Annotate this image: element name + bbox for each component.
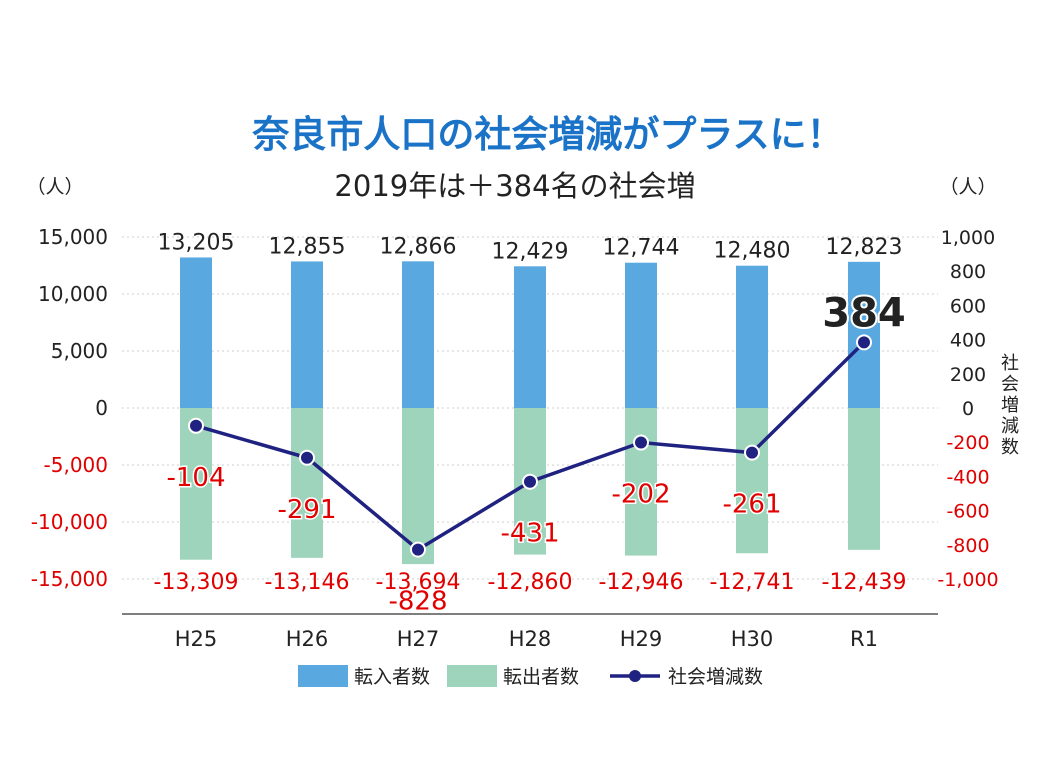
left-tick-label: 10,000 — [38, 282, 108, 306]
outflow-bar — [402, 408, 434, 565]
net-change-point — [856, 334, 872, 351]
inflow-bar — [402, 261, 434, 408]
right-axis-label-char: 数 — [1001, 437, 1019, 458]
outflow-value-label: -13,309 — [154, 570, 239, 595]
right-axis-unit: （人） — [939, 176, 996, 198]
left-tick-label: 15,000 — [38, 225, 108, 249]
net-change-point — [410, 541, 426, 558]
legend-label-net: 社会増減数 — [668, 666, 763, 688]
inflow-value-label: 13,205 — [158, 230, 235, 255]
right-tick-label: 400 — [950, 330, 986, 352]
net-change-value-label: -828 — [388, 587, 447, 617]
inflow-value-label: 12,744 — [603, 236, 680, 261]
right-axis-label-char: 増 — [1001, 395, 1019, 416]
net-change-point — [188, 417, 204, 434]
right-tick-label: -800 — [946, 535, 989, 557]
right-axis-label-char: 会 — [1001, 374, 1019, 395]
right-tick-label: -600 — [946, 501, 989, 523]
inflow-bar — [514, 266, 546, 408]
legend: 転入者数 転出者数 社会増減数 — [298, 665, 763, 688]
category-label: H30 — [731, 627, 774, 651]
net-change-value-label: -291 — [277, 495, 336, 525]
net-change-value-label: 384 — [822, 290, 906, 336]
outflow-bar — [291, 408, 323, 558]
left-tick-label: -5,000 — [44, 453, 108, 477]
left-tick-label: 0 — [95, 396, 108, 420]
right-tick-label: 800 — [950, 261, 986, 283]
inflow-bar — [180, 257, 212, 408]
legend-label-outflow: 転出者数 — [503, 666, 579, 688]
net-change-value-label: -202 — [611, 480, 670, 510]
category-label: H28 — [509, 627, 552, 651]
outflow-value-label: -13,146 — [265, 570, 350, 595]
inflow-bar — [291, 261, 323, 408]
chart-subtitle: 2019年は＋384名の社会増 — [334, 169, 695, 203]
category-label: H25 — [175, 627, 218, 651]
net-change-value-label: -431 — [500, 519, 559, 549]
outflow-value-label: -13,694 — [376, 570, 461, 595]
inflow-bar — [736, 265, 768, 408]
right-tick-label: 0 — [962, 398, 974, 420]
outflow-value-label: -12,741 — [710, 570, 795, 595]
left-tick-label: -10,000 — [31, 510, 108, 534]
net-change-point — [744, 444, 760, 461]
right-tick-label: 1,000 — [941, 227, 995, 249]
legend-marker-net — [629, 670, 641, 682]
net-change-point — [522, 473, 538, 490]
inflow-value-label: 12,866 — [380, 234, 457, 259]
inflow-value-label: 12,855 — [269, 234, 346, 259]
legend-swatch-outflow — [447, 665, 497, 687]
net-change-value-label: -104 — [166, 463, 225, 493]
right-tick-label: -1,000 — [937, 569, 998, 591]
legend-swatch-inflow — [298, 665, 348, 687]
outflow-value-label: -12,439 — [822, 570, 907, 595]
right-tick-label: 200 — [950, 364, 986, 386]
inflow-value-label: 12,480 — [714, 239, 791, 264]
chart-title: 奈良市人口の社会増減がプラスに！ — [251, 113, 843, 156]
left-axis-unit: （人） — [26, 176, 83, 198]
right-axis-label-char: 社 — [1001, 353, 1019, 374]
legend-label-inflow: 転入者数 — [354, 666, 430, 688]
left-tick-label: -15,000 — [31, 567, 108, 591]
right-axis-label-char: 減 — [1001, 416, 1019, 437]
bars — [180, 257, 880, 565]
inflow-value-label: 12,823 — [826, 235, 903, 260]
outflow-bar — [848, 408, 880, 550]
outflow-value-label: -12,946 — [599, 570, 684, 595]
data-labels: 13,205 -13,309 12,855 -13,146 12,866 -13,694 1… — [154, 230, 908, 618]
social-change-line — [188, 334, 872, 558]
right-tick-label: 600 — [950, 295, 986, 317]
category-label: H27 — [397, 627, 440, 651]
left-tick-label: 5,000 — [51, 339, 108, 363]
outflow-bar — [736, 408, 768, 554]
axes: 15,000 10,000 5,000 0 -5,000 -10,000 -15,000 1,… — [31, 225, 1019, 651]
right-tick-label: -400 — [946, 466, 989, 488]
net-change-value-label: -261 — [722, 490, 781, 520]
inflow-value-label: 12,429 — [492, 239, 569, 264]
category-label: R1 — [850, 627, 878, 651]
net-change-point — [633, 434, 649, 451]
category-label: H26 — [286, 627, 329, 651]
net-change-point — [299, 449, 315, 466]
outflow-value-label: -12,860 — [488, 570, 573, 595]
right-tick-label: -200 — [946, 432, 989, 454]
category-label: H29 — [620, 627, 663, 651]
inflow-bar — [625, 262, 657, 408]
outflow-bar — [625, 408, 657, 556]
grid-lines — [122, 236, 938, 580]
